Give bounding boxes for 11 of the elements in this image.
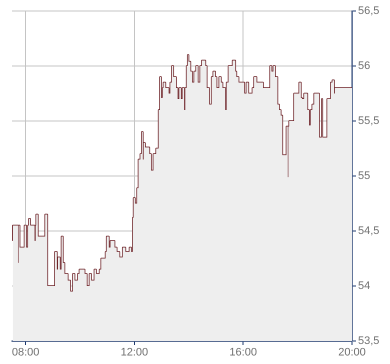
y2-tick-label: 55,5 bbox=[358, 115, 380, 128]
x-tick-label: 08:00 bbox=[12, 346, 40, 359]
y2-tick-label: 54,5 bbox=[358, 225, 380, 238]
y2-tick-label: 53,5 bbox=[358, 335, 380, 348]
x-tick-label: 12:00 bbox=[120, 346, 148, 359]
y2-tick-label: 56,5 bbox=[358, 5, 380, 18]
y2-tick-label: 56 bbox=[358, 60, 370, 72]
x-tick-label: 16:00 bbox=[229, 346, 257, 359]
x-tick-label: 20:00 bbox=[338, 346, 366, 359]
y2-tick-label: 54 bbox=[358, 280, 370, 292]
y2-tick-label: 55 bbox=[358, 170, 370, 182]
